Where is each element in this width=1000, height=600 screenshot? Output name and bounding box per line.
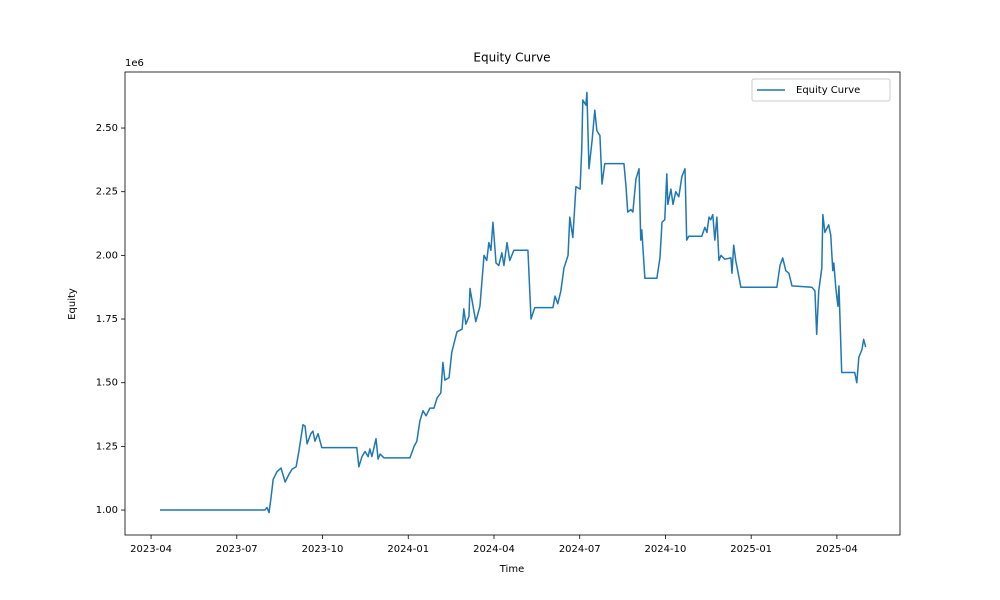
x-axis-label: Time bbox=[499, 564, 524, 575]
x-tick-label: 2023-07 bbox=[216, 544, 258, 555]
y-tick-label: 1.25 bbox=[96, 441, 118, 452]
y-offset-label: 1e6 bbox=[125, 58, 144, 69]
x-tick-label: 2024-07 bbox=[559, 544, 601, 555]
legend-label: Equity Curve bbox=[796, 85, 860, 96]
y-tick-label: 2.00 bbox=[96, 250, 118, 261]
y-tick-label: 1.75 bbox=[96, 314, 118, 325]
x-tick-label: 2023-04 bbox=[130, 544, 172, 555]
y-tick-label: 2.50 bbox=[96, 123, 118, 134]
y-axis-label: Equity bbox=[67, 288, 78, 320]
x-tick-label: 2023-10 bbox=[302, 544, 344, 555]
chart-title: Equity Curve bbox=[473, 51, 550, 65]
y-tick-label: 1.00 bbox=[96, 505, 118, 516]
x-tick-label: 2024-10 bbox=[645, 544, 687, 555]
x-tick-label: 2025-01 bbox=[730, 544, 772, 555]
x-tick-label: 2024-04 bbox=[473, 544, 515, 555]
x-tick-label: 2024-01 bbox=[387, 544, 429, 555]
x-tick-label: 2025-04 bbox=[816, 544, 858, 555]
plot-frame bbox=[124, 71, 901, 536]
y-tick-label: 2.25 bbox=[96, 187, 118, 198]
line bbox=[159, 91, 867, 514]
y-tick-label: 1.50 bbox=[96, 378, 118, 389]
legend-box bbox=[751, 78, 891, 102]
